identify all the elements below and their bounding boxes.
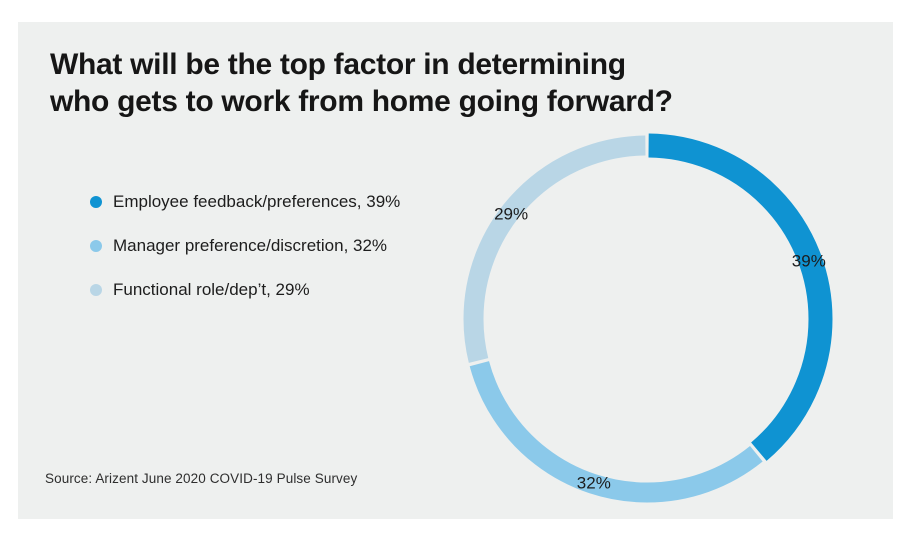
chart-title-line-2: who gets to work from home going forward… — [50, 85, 673, 118]
legend-item-label: Employee feedback/preferences, 39% — [113, 192, 401, 211]
legend-dot-icon — [90, 284, 102, 296]
legend-dot-icon — [90, 240, 102, 252]
legend-item: Employee feedback/preferences, 39% — [90, 192, 400, 212]
chart-title-line-1: What will be the top factor in determini… — [50, 48, 626, 81]
chart-card: What will be the top factor in determini… — [18, 22, 893, 519]
chart-title: What will be the top factor in determini… — [50, 46, 810, 120]
legend-item: Functional role/dep’t, 29% — [90, 280, 400, 300]
donut-chart: 39% 32% 29% — [461, 133, 833, 505]
donut-slice-39% — [461, 133, 833, 505]
slice-label-39%: 39% — [792, 252, 826, 271]
slice-label-32%: 32% — [577, 474, 611, 493]
legend-dot-icon — [90, 196, 102, 208]
legend-item-label: Functional role/dep’t, 29% — [113, 280, 310, 299]
donut-slice-32% — [463, 135, 831, 503]
legend-item-label: Manager preference/discretion, 32% — [113, 236, 388, 255]
slice-label-29%: 29% — [494, 205, 528, 224]
legend: Employee feedback/preferences, 39% Manag… — [90, 192, 400, 324]
legend-item: Manager preference/discretion, 32% — [90, 236, 400, 256]
donut-slice-29% — [463, 135, 831, 503]
source-note: Source: Arizent June 2020 COVID-19 Pulse… — [45, 471, 358, 486]
